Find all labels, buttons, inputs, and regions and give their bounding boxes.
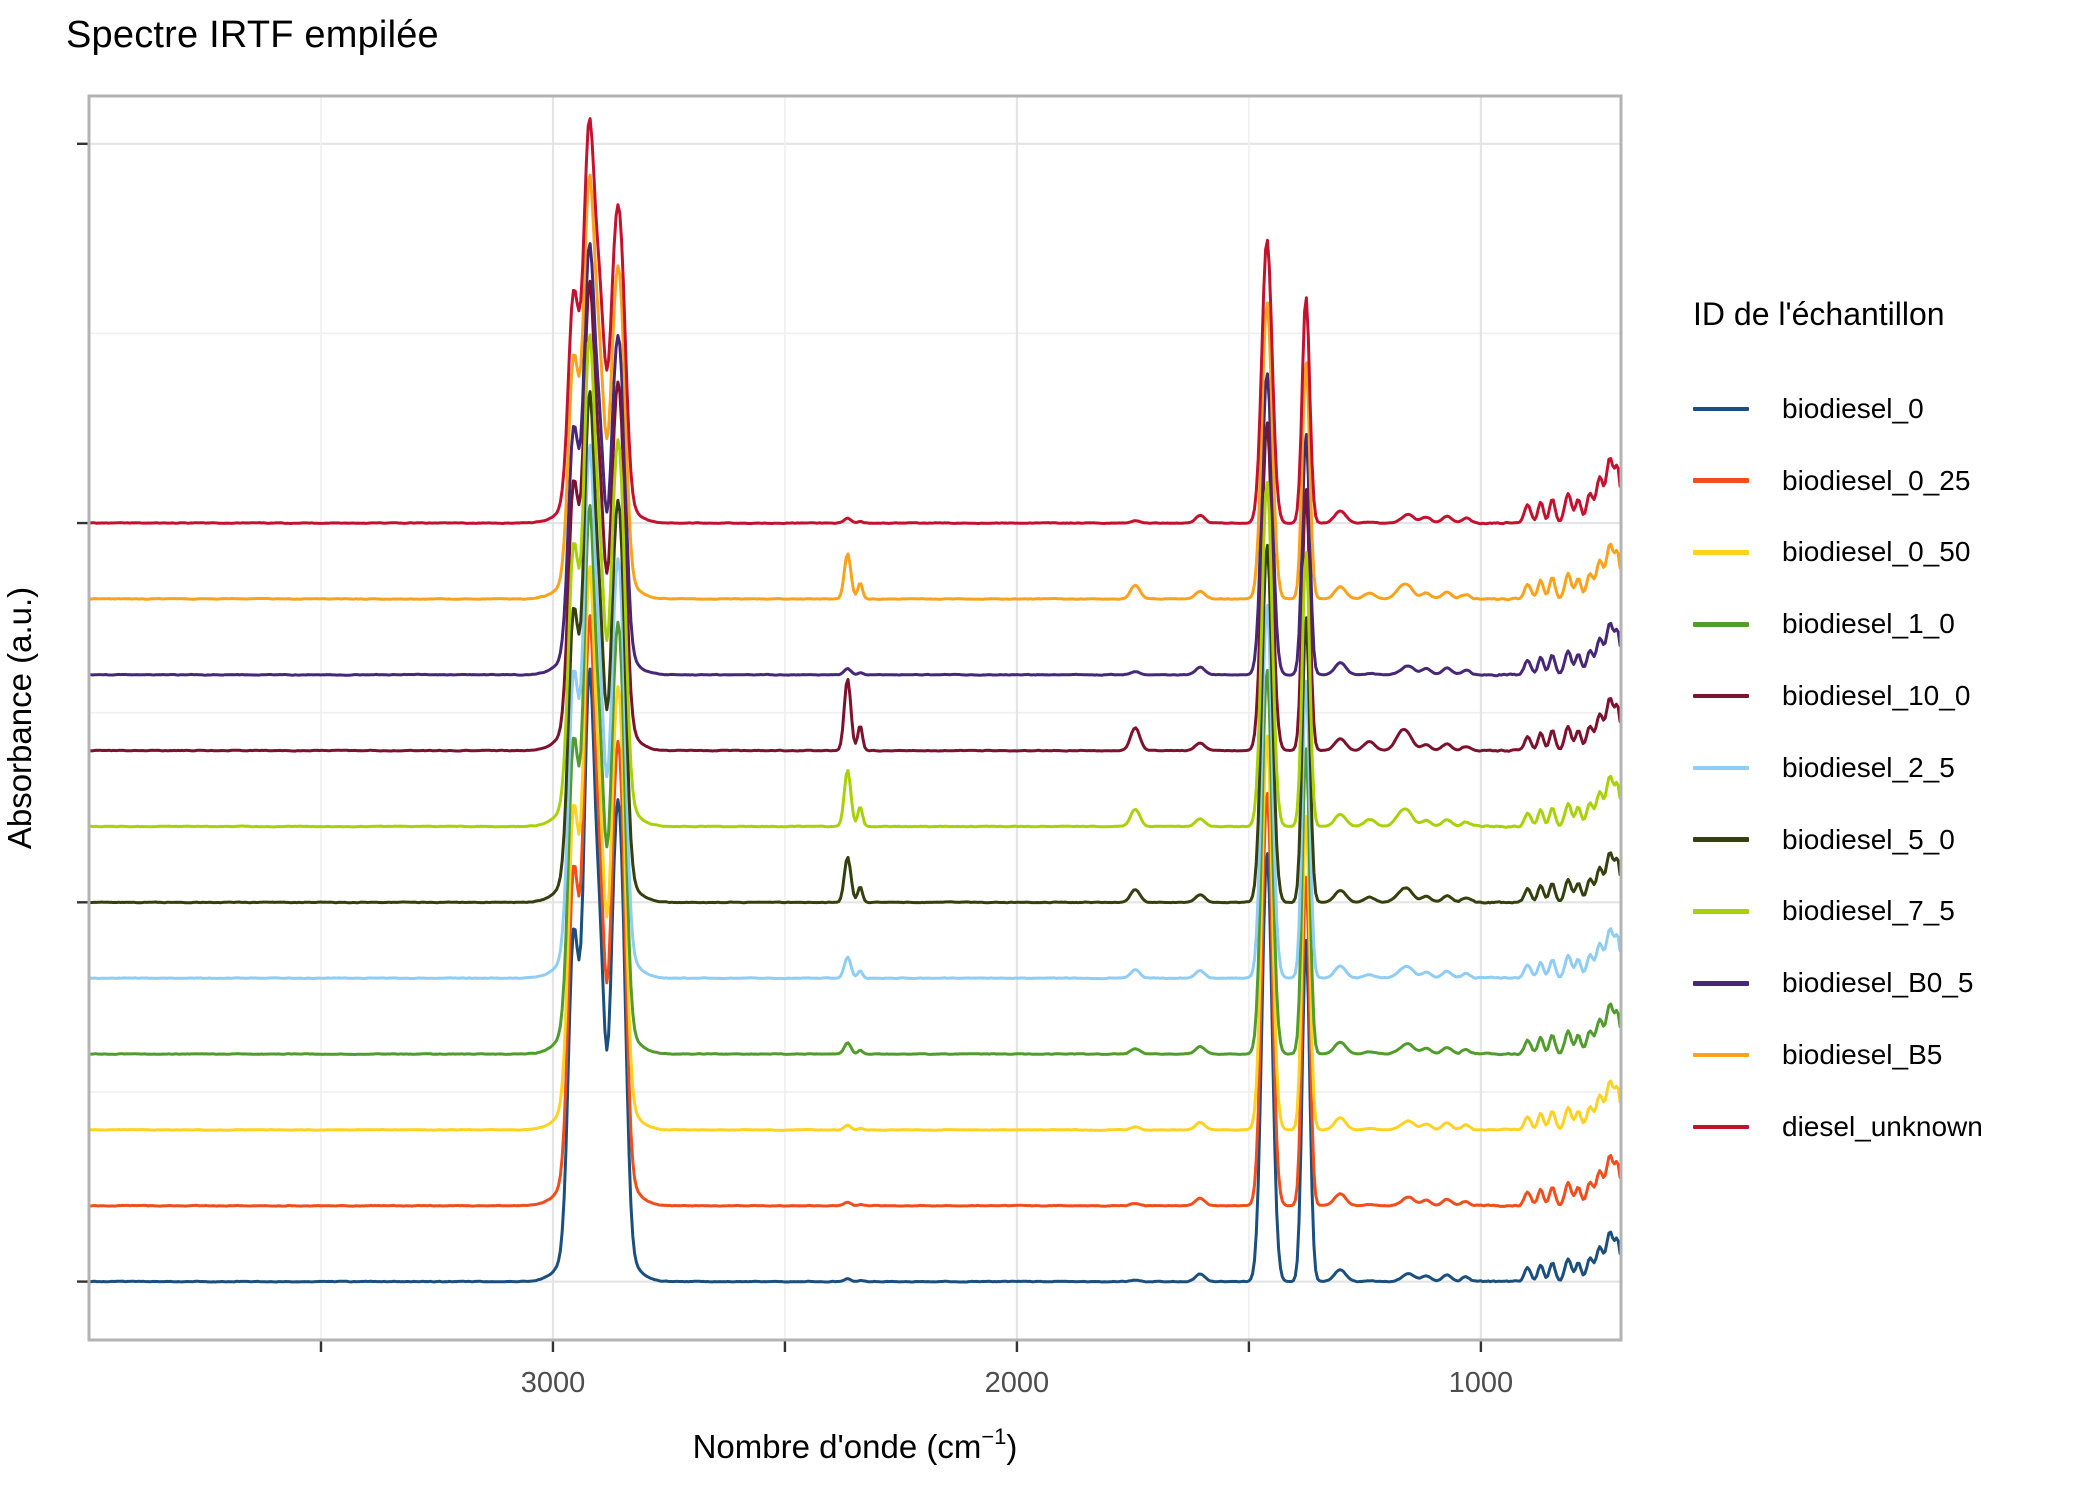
legend-label-biodiesel_1_0: biodiesel_1_0 <box>1782 608 1955 640</box>
trace-biodiesel_10_0 <box>89 279 1621 753</box>
trace-biodiesel_0 <box>89 667 1621 1284</box>
trace-biodiesel_1_0 <box>89 504 1621 1057</box>
legend-swatch-biodiesel_10_0 <box>1693 693 1749 699</box>
legend-title: ID de l'échantillon <box>1693 296 1945 332</box>
legend-item-biodiesel_0_50: biodiesel_0_50 <box>1693 517 1983 589</box>
trace-biodiesel_7_5 <box>89 333 1621 829</box>
legend-item-biodiesel_2_5: biodiesel_2_5 <box>1693 732 1983 804</box>
legend-label-biodiesel_0_25: biodiesel_0_25 <box>1782 464 1971 496</box>
x-tick-label-1000: 1000 <box>1449 1367 1514 1399</box>
trace-biodiesel_B0_5 <box>89 242 1621 678</box>
legend-swatch-biodiesel_5_0 <box>1693 837 1749 842</box>
trace-biodiesel_5_0 <box>89 390 1621 905</box>
plot-panel <box>89 96 1621 1340</box>
legend-label-biodiesel_5_0: biodiesel_5_0 <box>1782 823 1955 855</box>
x-axis-title: Nombre d'onde (cm−1) <box>0 1424 1710 1466</box>
x-axis-title-superscript: −1 <box>981 1424 1007 1449</box>
legend-swatch-biodiesel_7_5 <box>1693 909 1749 914</box>
legend-label-biodiesel_7_5: biodiesel_7_5 <box>1782 895 1955 927</box>
legend-swatch-diesel_unknown <box>1693 1124 1749 1130</box>
legend-label-biodiesel_B0_5: biodiesel_B0_5 <box>1782 967 1974 999</box>
legend-label-biodiesel_0_50: biodiesel_0_50 <box>1782 536 1971 568</box>
x-tick-label-2000: 2000 <box>985 1367 1050 1399</box>
trace-diesel_unknown <box>89 117 1621 526</box>
legend-label-biodiesel_10_0: biodiesel_10_0 <box>1782 680 1971 712</box>
traces-group <box>89 117 1621 1284</box>
legend-swatch-biodiesel_B5 <box>1693 1052 1749 1058</box>
panel-border <box>87 94 1623 1342</box>
legend-item-biodiesel_0: biodiesel_0 <box>1693 373 1983 445</box>
legend-swatch-biodiesel_0_50 <box>1693 550 1749 555</box>
x-axis-title-suffix: ) <box>1006 1428 1018 1465</box>
legend-swatch-biodiesel_2_5 <box>1693 765 1749 771</box>
legend-item-biodiesel_0_25: biodiesel_0_25 <box>1693 445 1983 517</box>
legend-label-biodiesel_B5: biodiesel_B5 <box>1782 1039 1943 1071</box>
legend-swatch-biodiesel_0 <box>1693 406 1749 412</box>
legend-item-biodiesel_1_0: biodiesel_1_0 <box>1693 588 1983 660</box>
legend-item-biodiesel_5_0: biodiesel_5_0 <box>1693 804 1983 876</box>
legend-item-biodiesel_10_0: biodiesel_10_0 <box>1693 660 1983 732</box>
trace-biodiesel_0_25 <box>89 614 1621 1208</box>
legend-swatch-biodiesel_B0_5 <box>1693 981 1749 986</box>
trace-biodiesel_B5 <box>89 173 1621 602</box>
legend-item-biodiesel_B5: biodiesel_B5 <box>1693 1019 1983 1091</box>
legend-item-biodiesel_7_5: biodiesel_7_5 <box>1693 876 1983 948</box>
legend-item-biodiesel_B0_5: biodiesel_B0_5 <box>1693 947 1983 1019</box>
trace-biodiesel_0_50 <box>89 565 1621 1132</box>
legend-label-biodiesel_2_5: biodiesel_2_5 <box>1782 751 1955 783</box>
legend-label-biodiesel_0: biodiesel_0 <box>1782 392 1924 424</box>
legend-swatch-biodiesel_1_0 <box>1693 622 1749 627</box>
trace-biodiesel_2_5 <box>89 443 1621 981</box>
legend-label-diesel_unknown: diesel_unknown <box>1782 1110 1983 1142</box>
x-axis-title-text: Nombre d'onde (cm <box>692 1428 982 1465</box>
legend-item-diesel_unknown: diesel_unknown <box>1693 1091 1983 1163</box>
x-tick-label-3000: 3000 <box>521 1367 586 1399</box>
y-axis-title: Absorbance (a.u.) <box>1 586 38 850</box>
chart-title: Spectre IRTF empilée <box>66 14 439 56</box>
legend-swatch-biodiesel_0_25 <box>1693 478 1749 483</box>
legend: ID de l'échantillon biodiesel_0 biodiesel… <box>1693 296 1983 1163</box>
